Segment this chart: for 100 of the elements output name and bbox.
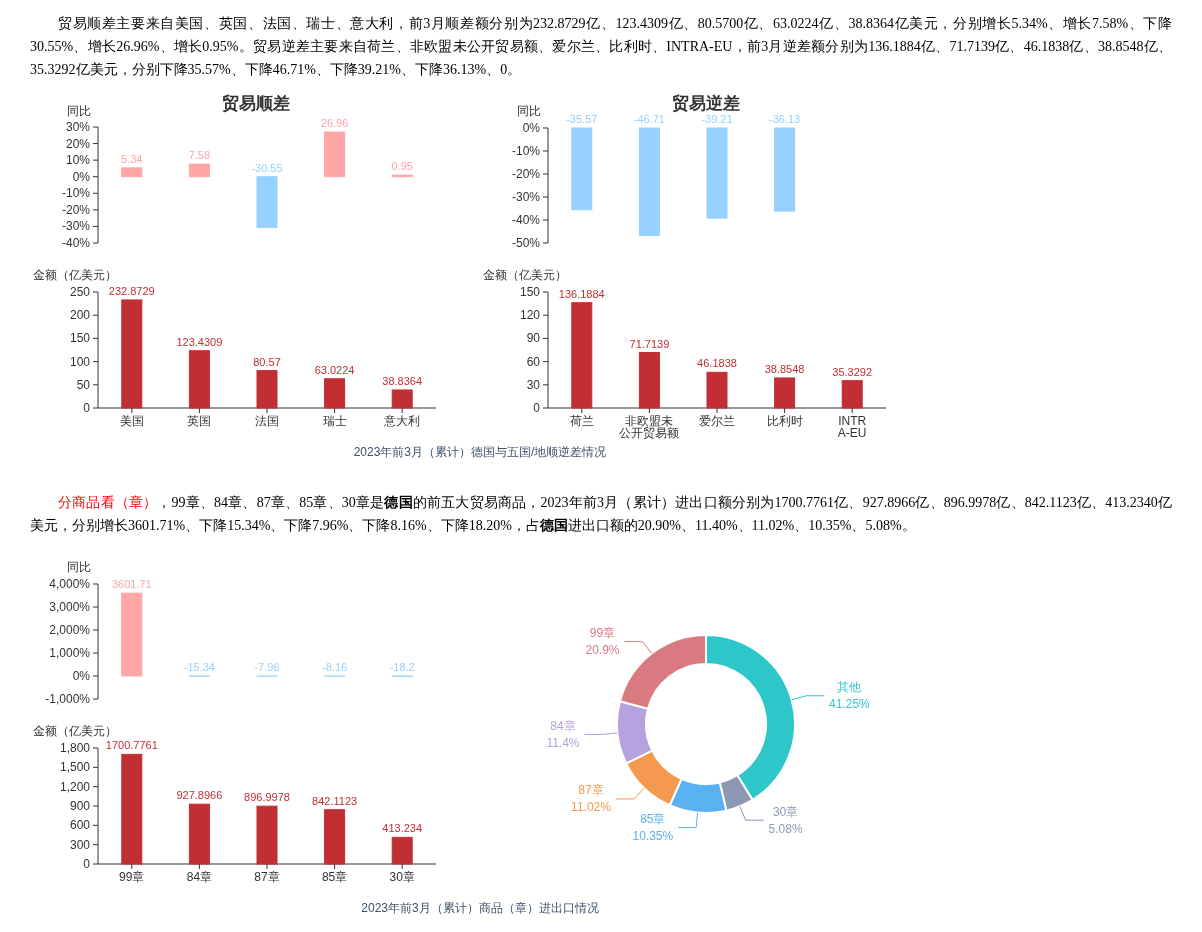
y-tick-label: 20% — [65, 136, 91, 151]
text: 的前五大贸易商品，2023年前3月（累计）进出口额分别为1700.7761亿、927.8966亿、896.9978亿、842.1123亿、413.2340亿 — [412, 495, 1173, 510]
y-tick-label: 0% — [72, 669, 91, 683]
data-label: 10.35% — [632, 829, 674, 844]
data-label: -36.13 — [769, 113, 801, 125]
x-tick-label: 85章 — [321, 870, 348, 884]
y-tick-label: 150 — [519, 285, 541, 299]
data-label: -46.71 — [633, 113, 665, 125]
y-tick-label: 30 — [526, 377, 541, 392]
y-tick-label: 250 — [69, 285, 91, 299]
x-tick-label: 比利时 — [766, 414, 803, 428]
data-label: -30.55 — [251, 161, 283, 174]
slice-label: 其他 — [837, 680, 862, 695]
y-tick-label: 150 — [69, 331, 91, 346]
y-tick-label: 600 — [69, 818, 91, 833]
data-label: 46.1838 — [697, 357, 737, 370]
data-label: 26.96 — [320, 117, 349, 130]
slice-label: 30章 — [772, 804, 799, 819]
bar — [638, 352, 660, 409]
x-tick-label: 非欧盟未公开贸易额 — [619, 414, 680, 440]
y-tick-label: 1,200 — [59, 779, 91, 794]
y-tick-label: 0 — [83, 857, 91, 871]
x-tick-label: 意大利 — [383, 414, 421, 428]
bar — [324, 378, 346, 409]
slice-label: 87章 — [578, 783, 604, 798]
data-label: 5.08% — [768, 821, 803, 836]
bar — [121, 753, 143, 865]
y-tick-label: -10% — [511, 144, 541, 158]
x-tick-label: 30章 — [389, 870, 415, 884]
y-tick-label: -10% — [61, 186, 91, 201]
bar — [188, 803, 210, 865]
y-tick-label: 100 — [69, 354, 91, 369]
y-tick-label: -40% — [61, 236, 91, 250]
y-tick-label: 900 — [69, 799, 91, 813]
y-tick-label: 4,000% — [49, 577, 91, 591]
data-label: -7.96 — [254, 661, 280, 673]
slice-label: 99章 — [589, 626, 616, 641]
data-label: 41.25% — [829, 697, 871, 712]
data-label: 35.3292 — [832, 365, 873, 378]
y-tick-label: 90 — [526, 331, 541, 346]
y-tick-label: 30% — [65, 120, 91, 134]
text: 分商品看（章） — [58, 495, 158, 510]
x-tick-label: 99章 — [119, 870, 145, 884]
bar — [188, 350, 210, 409]
bar — [571, 302, 593, 409]
text: 进出口额的20.90%、11.40%、11.02%、10.35%、5.08%。 — [567, 518, 916, 533]
y-tick-label: 0% — [522, 121, 541, 135]
slice-label: 84章 — [550, 718, 576, 733]
data-label: 896.9978 — [244, 791, 290, 804]
data-label: -15.34 — [183, 661, 215, 673]
text: 贸易顺差主要来自美国、英国、法国、瑞士、意大利，前3月顺差额分别为232.8729亿、123.4309亿、80.5700亿、63.0224亿、38.8364亿美元，分别增长5.34%、增长7.58%、下降30.55%、增长26.96%、增长0.95%。贸易逆差主要来自荷兰、非欧盟未公开贸易额、爱尔兰、比利时、INTRA-EU，前3月逆差额分别为136.1884亿、71.7139亿、46.1838亿、38.8548亿、35.3292亿美元，分别下降35.57%、下降46.71%、下降39.21%、下降36.13%、0。 — [30, 16, 1172, 77]
y-tick-label: 0 — [533, 401, 541, 415]
bar — [121, 299, 143, 409]
y-axis-title: 金额（亿美元） — [33, 268, 117, 282]
y-tick-label: -20% — [61, 202, 91, 217]
data-label: 1700.7761 — [105, 739, 158, 752]
data-label: 38.8364 — [382, 374, 423, 387]
slice-label: 85章 — [640, 812, 666, 827]
data-label: 38.8548 — [764, 362, 805, 375]
data-label: 413.234 — [382, 822, 423, 835]
bar — [256, 176, 278, 228]
y-tick-label: 120 — [519, 308, 541, 323]
bar — [391, 389, 413, 409]
y-tick-label: -50% — [511, 236, 541, 250]
y-tick-label: 3,000% — [49, 600, 91, 614]
data-label: 842.1123 — [312, 794, 358, 807]
data-label: 927.8966 — [176, 789, 223, 802]
y-tick-label: 1,000% — [49, 646, 91, 660]
text: ，99章、84章、87章、85章、30章是 — [157, 495, 385, 510]
x-tick-label: 荷兰 — [569, 414, 594, 428]
data-label: -8.16 — [322, 661, 348, 673]
data-label: 11.02% — [571, 800, 612, 815]
y-axis-title: 同比 — [517, 104, 541, 118]
text: 美元，分别增长3601.71%、下降15.34%、下降7.96%、下降8.16%、下降18.20%，占 — [30, 518, 540, 533]
x-tick-label: 爱尔兰 — [699, 414, 735, 428]
x-tick-label: 瑞士 — [322, 414, 347, 428]
chart-title: 贸易顺差 — [222, 93, 290, 113]
bar — [256, 370, 278, 409]
data-label: 80.57 — [253, 355, 281, 368]
y-axis-title: 金额（亿美元） — [33, 724, 117, 738]
y-axis-title: 金额（亿美元） — [483, 268, 567, 282]
y-tick-label: -1,000% — [45, 692, 91, 706]
y-tick-label: -30% — [511, 190, 541, 204]
y-tick-label: 0% — [72, 169, 91, 184]
data-label: 63.0224 — [314, 363, 355, 376]
y-tick-label: 0 — [83, 401, 91, 415]
bar — [121, 167, 143, 178]
y-tick-label: 1,800 — [59, 741, 91, 755]
data-label: 7.58 — [188, 149, 211, 162]
data-label: 71.7139 — [629, 337, 670, 350]
y-tick-label: 200 — [69, 308, 91, 323]
x-tick-label: 法国 — [255, 414, 279, 428]
x-tick-label: 84章 — [186, 870, 213, 884]
y-tick-label: 60 — [526, 354, 541, 369]
text: 2023年前3月（累计）商品（章）进出口情况 — [361, 901, 599, 915]
data-label: 123.4309 — [176, 335, 223, 348]
bar — [188, 163, 210, 178]
y-axis-title: 同比 — [67, 560, 91, 574]
chart-title: 贸易逆差 — [672, 93, 740, 113]
bar — [256, 805, 278, 865]
